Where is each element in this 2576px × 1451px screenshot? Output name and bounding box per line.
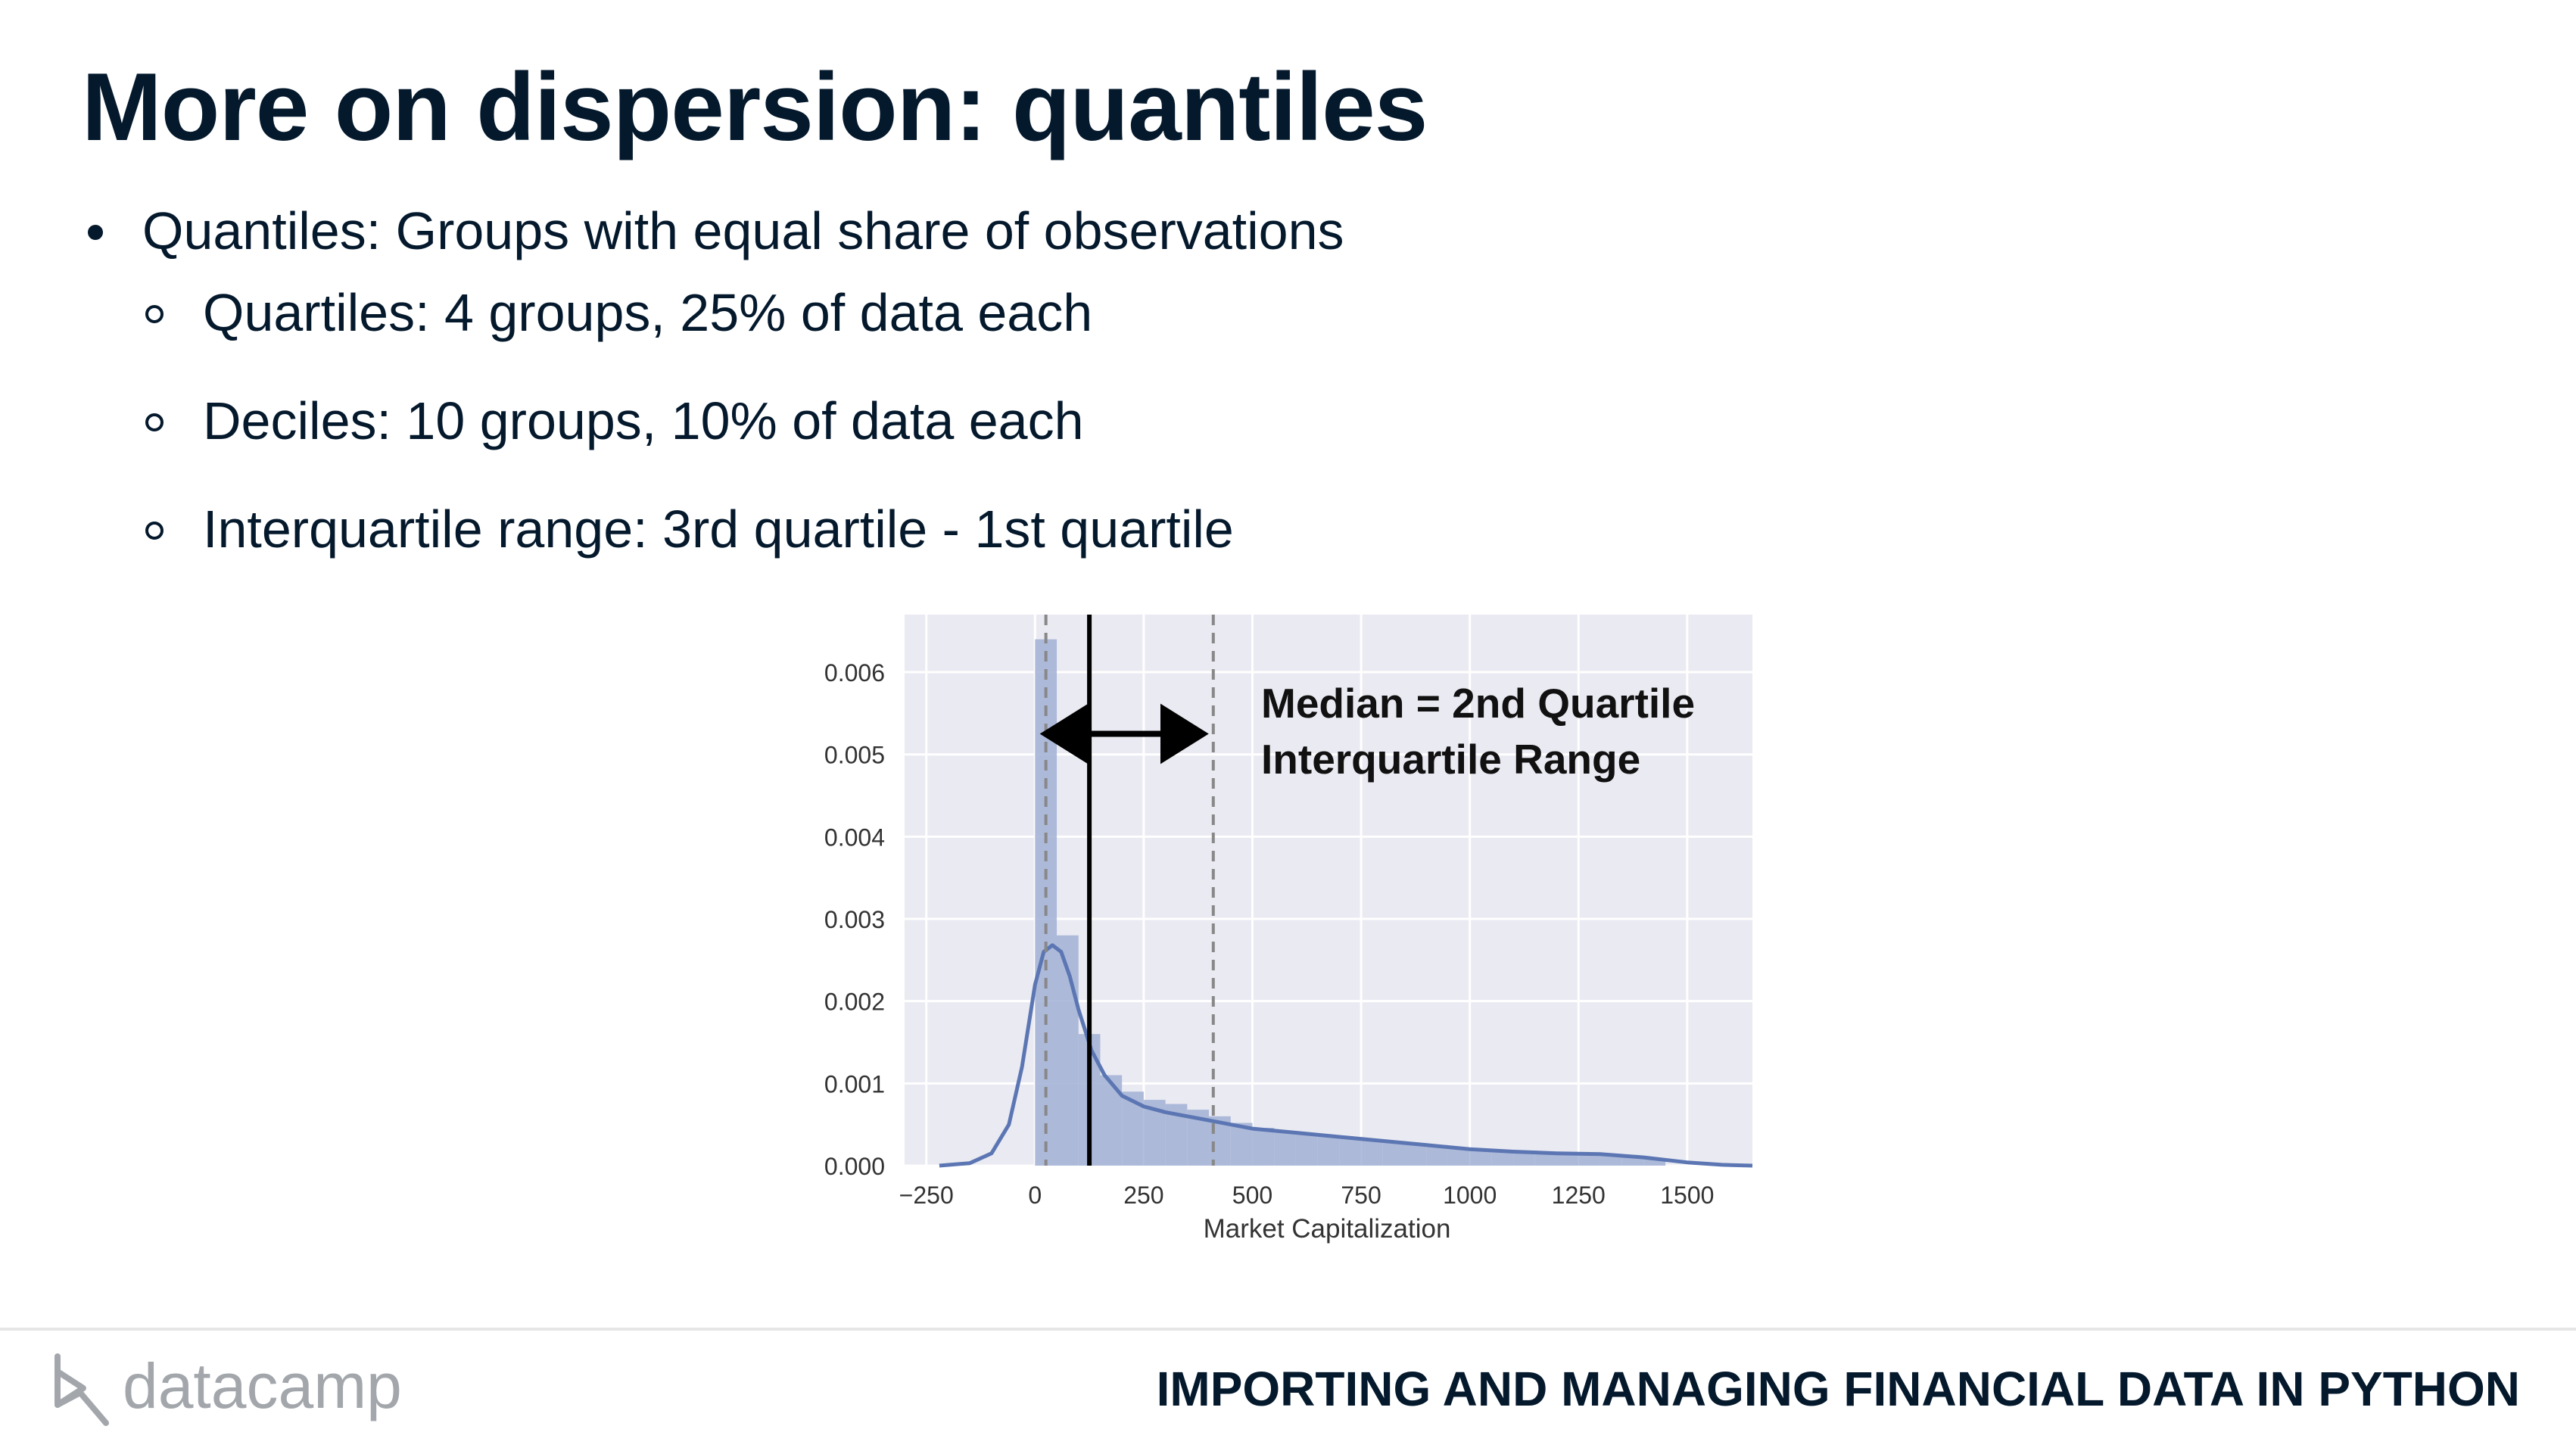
histogram-bar bbox=[1513, 1151, 1535, 1166]
y-tick-label: 0.000 bbox=[824, 1153, 885, 1180]
x-tick-label: 0 bbox=[1028, 1182, 1042, 1209]
histogram-bar bbox=[1621, 1157, 1644, 1166]
histogram-bar bbox=[1491, 1150, 1514, 1166]
histogram-bar bbox=[1361, 1139, 1383, 1166]
x-tick-label: 1250 bbox=[1552, 1182, 1606, 1209]
histogram-bar bbox=[1252, 1128, 1275, 1166]
histogram-bar bbox=[1317, 1135, 1340, 1166]
distribution-chart: Median = 2nd Quartile Interquartile Rang… bbox=[824, 615, 1753, 1244]
histogram-bar bbox=[1404, 1143, 1427, 1166]
histogram-bar bbox=[1599, 1154, 1622, 1166]
y-tick-label: 0.005 bbox=[824, 742, 885, 769]
histogram-bar bbox=[1643, 1158, 1666, 1166]
histogram-bar bbox=[1447, 1147, 1470, 1166]
footer-course-title: IMPORTING AND MANAGING FINANCIAL DATA IN… bbox=[1156, 1362, 2520, 1416]
x-tick-label: −250 bbox=[899, 1182, 954, 1209]
x-tick-label: 1500 bbox=[1660, 1182, 1714, 1209]
histogram-bar bbox=[1230, 1123, 1253, 1166]
histogram-bar bbox=[1295, 1133, 1318, 1166]
histogram-bar bbox=[1578, 1153, 1600, 1166]
slide-title: More on dispersion: quantiles bbox=[82, 53, 1428, 160]
y-axis-ticks: 0.000 0.001 0.002 0.003 0.004 0.005 0.006 bbox=[824, 659, 885, 1180]
histogram-bar bbox=[1274, 1131, 1296, 1166]
y-tick-label: 0.002 bbox=[824, 989, 885, 1016]
histogram-bar bbox=[1339, 1138, 1362, 1166]
datacamp-logo-text: datacamp bbox=[123, 1350, 402, 1421]
histogram-bar bbox=[1534, 1151, 1557, 1166]
histogram-bar bbox=[1382, 1141, 1405, 1166]
x-tick-label: 250 bbox=[1123, 1182, 1163, 1209]
bullet-dot bbox=[88, 225, 103, 240]
kde-curve bbox=[939, 943, 1753, 1168]
x-tick-label: 750 bbox=[1341, 1182, 1381, 1209]
y-tick-label: 0.006 bbox=[824, 659, 885, 687]
histogram-bar bbox=[1100, 1075, 1123, 1166]
sub-bullet-circle bbox=[145, 413, 164, 431]
bullet-quantiles: Quantiles: Groups with equal share of ob… bbox=[142, 201, 1344, 260]
y-tick-label: 0.001 bbox=[824, 1070, 885, 1098]
sub-bullet-quartiles: Quartiles: 4 groups, 25% of data each bbox=[203, 283, 1093, 342]
datacamp-logo-mark-icon bbox=[55, 1353, 109, 1426]
datacamp-logo: datacamp bbox=[55, 1350, 402, 1426]
footer-divider bbox=[0, 1328, 2576, 1331]
sub-bullet-circle bbox=[145, 522, 164, 540]
histogram-bar bbox=[1556, 1152, 1579, 1166]
x-axis-label: Market Capitalization bbox=[1204, 1214, 1451, 1244]
annotation-iqr: Interquartile Range bbox=[1261, 736, 1640, 783]
sub-bullet-iqr: Interquartile range: 3rd quartile - 1st … bbox=[203, 500, 1234, 559]
annotation-median: Median = 2nd Quartile bbox=[1261, 680, 1695, 727]
histogram-bar bbox=[1469, 1149, 1492, 1166]
y-tick-label: 0.004 bbox=[824, 824, 885, 851]
x-axis-ticks: −250 0 250 500 750 1000 1250 1500 bbox=[899, 1182, 1715, 1209]
y-tick-label: 0.003 bbox=[824, 906, 885, 933]
x-tick-label: 500 bbox=[1232, 1182, 1272, 1209]
sub-bullet-circle bbox=[145, 305, 164, 323]
histogram-bar bbox=[1035, 639, 1057, 1166]
x-tick-label: 1000 bbox=[1443, 1182, 1497, 1209]
sub-bullet-deciles: Deciles: 10 groups, 10% of data each bbox=[203, 391, 1084, 450]
